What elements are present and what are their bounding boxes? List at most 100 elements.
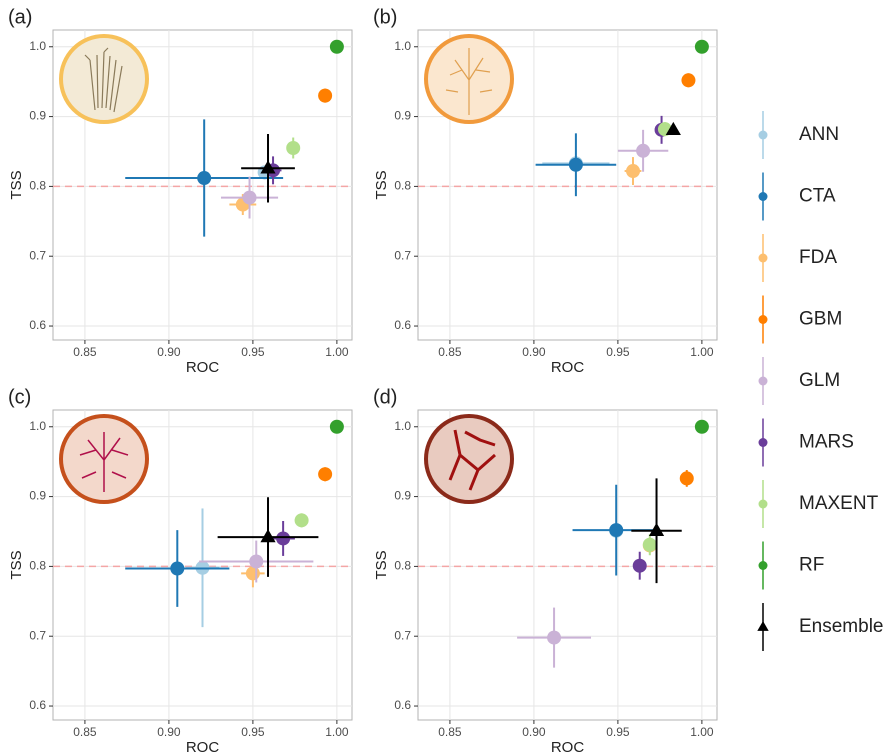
y-tick-label: 0.8 [394,559,411,573]
point [260,160,276,174]
point [568,157,583,172]
x-tick-label: 0.95 [606,345,630,359]
point [294,513,309,528]
legend-label: GBM [799,309,842,330]
legend: ANN CTA FDA GBM GLM MARS MAXENT RF Ensemble [757,111,884,651]
y-tick-label: 0.9 [394,489,411,503]
point [648,522,665,536]
legend-label: RF [799,555,824,576]
point [642,537,657,552]
legend-key-marker [757,621,769,631]
legend-key-marker [758,561,768,570]
x-tick-label: 0.90 [157,345,181,359]
y-tick-label: 1.0 [394,39,411,53]
x-axis-title: ROC [186,359,220,376]
x-tick-label: 1.00 [690,725,714,739]
panel: 0.85 0.90 0.95 1.00 0.6 0.7 0.8 0.9 1.0 (b) ROC TSS [373,6,718,376]
y-tick-label: 0.6 [29,698,46,712]
panel-label: (a) [8,6,32,28]
icon-drawing [84,47,123,113]
y-axis-title: TSS [373,170,390,199]
species-icons [59,34,514,504]
icon-drawing [445,48,493,115]
y-axis-title: TSS [373,550,390,579]
x-tick-label: 0.90 [522,345,546,359]
point [636,143,651,158]
legend-label: GLM [799,370,840,391]
y-tick-label: 0.8 [29,179,46,193]
point [609,523,624,538]
point [547,630,562,645]
panel: 0.85 0.90 0.95 1.00 0.6 0.7 0.8 0.9 1.0 (d) ROC TSS [373,386,718,756]
y-tick-label: 1.0 [29,39,46,53]
species-icon [424,414,514,504]
legend-key-marker [758,192,768,201]
point [665,121,681,136]
legend-key-marker [758,130,768,140]
y-tick-label: 1.0 [394,419,411,433]
x-axis-title: ROC [551,359,585,376]
point [626,164,641,179]
legend-key-marker [758,438,768,447]
point [679,471,694,486]
y-tick-label: 0.9 [29,109,46,123]
y-axis-title: TSS [8,170,25,199]
point [276,531,291,546]
legend-key-marker [758,315,768,324]
x-tick-label: 1.00 [325,345,349,359]
y-tick-label: 0.6 [29,318,46,332]
y-tick-label: 1.0 [29,419,46,433]
legend-label: MARS [799,432,854,453]
point [318,467,333,482]
x-tick-label: 1.00 [325,725,349,739]
y-tick-label: 0.6 [394,318,411,332]
point [318,88,333,103]
y-tick-label: 0.7 [394,628,411,642]
legend-key-marker [758,253,768,263]
point [249,554,264,569]
legend-label: MAXENT [799,493,879,514]
point [329,39,344,54]
y-tick-label: 0.6 [394,698,411,712]
point [694,419,709,434]
x-tick-label: 0.85 [438,725,462,739]
x-tick-label: 0.85 [73,725,97,739]
x-tick-label: 0.90 [522,725,546,739]
legend-key-marker [758,376,768,386]
point [260,529,276,543]
panel-label: (d) [373,386,397,408]
y-tick-label: 0.8 [29,559,46,573]
x-tick-label: 0.85 [438,345,462,359]
x-axis-title: ROC [551,739,585,756]
y-tick-label: 0.7 [394,248,411,262]
y-tick-label: 0.9 [394,109,411,123]
panel: 0.85 0.90 0.95 1.00 0.6 0.7 0.8 0.9 1.0 (a) ROC TSS [8,6,353,376]
point [329,419,344,434]
legend-label: ANN [799,124,839,145]
panels: 0.85 0.90 0.95 1.00 0.6 0.7 0.8 0.9 1.0 (a) ROC TSS… [8,6,718,756]
y-tick-label: 0.7 [29,628,46,642]
x-tick-label: 1.00 [690,345,714,359]
x-tick-label: 0.95 [241,345,265,359]
y-tick-label: 0.8 [394,179,411,193]
legend-label: FDA [799,247,837,268]
point [632,558,647,573]
point [170,561,185,576]
y-axis-title: TSS [8,550,25,579]
point [197,171,212,186]
legend-label: Ensemble [799,616,884,637]
y-tick-label: 0.7 [29,248,46,262]
x-axis-title: ROC [186,739,220,756]
icon-drawing [448,429,496,491]
point [242,190,257,205]
point [286,140,301,155]
x-tick-label: 0.85 [73,345,97,359]
species-icon [59,34,149,124]
panel-label: (b) [373,6,397,28]
panel: 0.85 0.90 0.95 1.00 0.6 0.7 0.8 0.9 1.0 (c) ROC TSS [8,386,353,756]
legend-label: CTA [799,186,836,207]
panel-label: (c) [8,386,31,408]
icon-drawing [79,432,129,492]
x-tick-label: 0.95 [606,725,630,739]
